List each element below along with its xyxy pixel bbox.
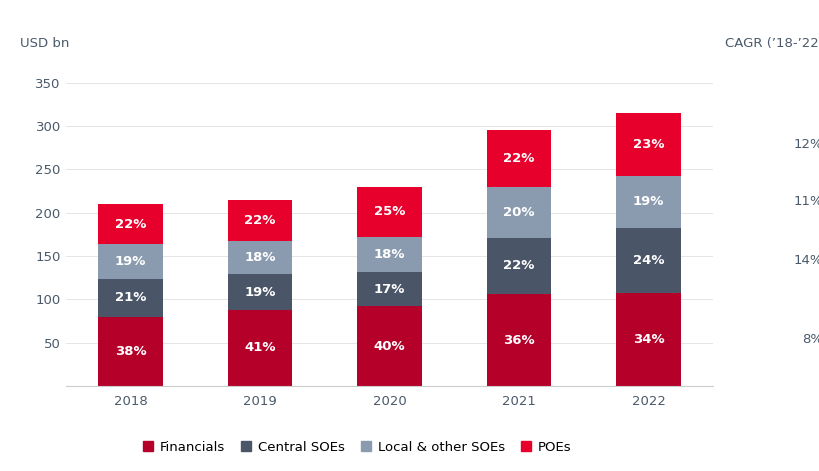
Text: 8%: 8% [802, 333, 819, 346]
Text: 12%: 12% [793, 138, 819, 151]
Text: 20%: 20% [503, 206, 534, 219]
Text: 36%: 36% [503, 333, 534, 347]
Bar [98, 244, 162, 279]
Text: 18%: 18% [373, 248, 405, 261]
Bar [616, 113, 680, 176]
Bar [98, 279, 162, 317]
Text: USD bn: USD bn [20, 37, 70, 50]
Bar [357, 236, 421, 272]
Text: 38%: 38% [115, 345, 146, 358]
Text: 22%: 22% [115, 218, 146, 231]
Bar [228, 200, 292, 241]
Bar [486, 187, 550, 238]
Text: 18%: 18% [244, 251, 275, 264]
Text: 24%: 24% [632, 254, 663, 267]
Text: 19%: 19% [115, 255, 146, 268]
Text: 11%: 11% [793, 195, 819, 208]
Text: 41%: 41% [244, 341, 275, 355]
Bar [228, 241, 292, 274]
Text: 23%: 23% [632, 138, 663, 151]
Bar [98, 317, 162, 386]
Text: 25%: 25% [373, 205, 405, 218]
Text: 21%: 21% [115, 292, 146, 304]
Bar [357, 307, 421, 386]
Bar [616, 293, 680, 386]
Text: 14%: 14% [793, 254, 819, 267]
Text: CAGR (’18-’22): CAGR (’18-’22) [724, 37, 819, 50]
Bar [98, 204, 162, 244]
Text: 17%: 17% [373, 283, 405, 296]
Text: 34%: 34% [632, 333, 663, 346]
Bar [228, 274, 292, 310]
Bar [486, 294, 550, 386]
Bar [616, 176, 680, 227]
Text: 40%: 40% [373, 340, 405, 353]
Text: 22%: 22% [503, 260, 534, 272]
Bar [486, 238, 550, 294]
Bar [486, 130, 550, 187]
Bar [228, 310, 292, 386]
Bar [357, 272, 421, 307]
Text: 22%: 22% [244, 214, 275, 227]
Bar [357, 187, 421, 236]
Text: 19%: 19% [244, 285, 275, 299]
Text: 19%: 19% [632, 195, 663, 208]
Text: 22%: 22% [503, 152, 534, 165]
Legend: Financials, Central SOEs, Local & other SOEs, POEs: Financials, Central SOEs, Local & other … [137, 436, 577, 459]
Bar [616, 227, 680, 293]
